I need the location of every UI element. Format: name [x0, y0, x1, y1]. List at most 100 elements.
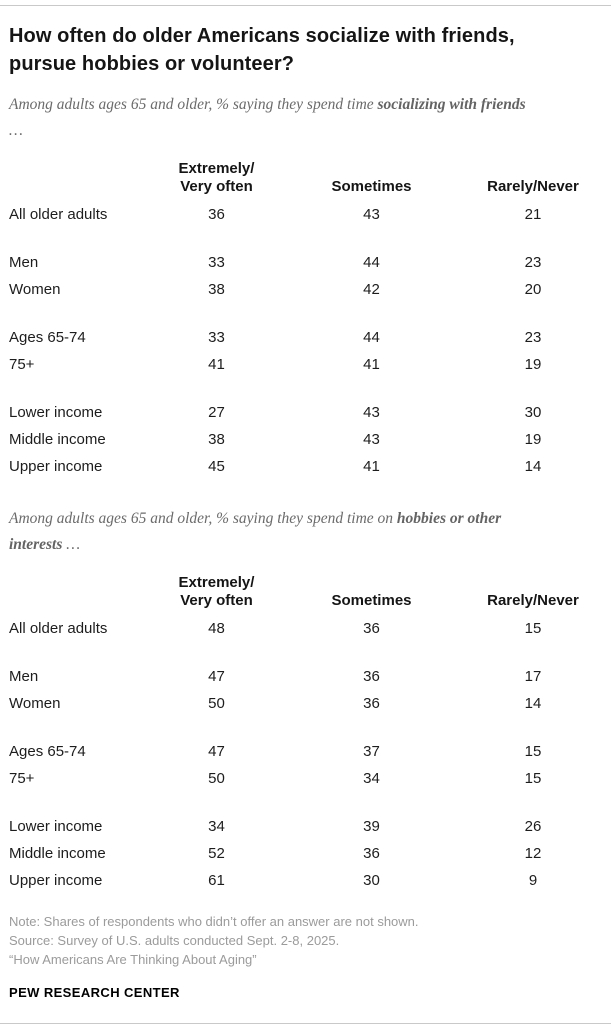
value-cell: 47 — [208, 668, 225, 685]
value-cell: 34 — [363, 770, 380, 787]
table1-header-row: Extremely/ Very often Sometimes Rarely/N… — [9, 160, 602, 196]
value-cell: 41 — [363, 458, 380, 475]
column-header-sometimes: Sometimes — [331, 178, 412, 195]
column-header-rarely-never: Rarely/Never — [487, 178, 579, 195]
row-label: Middle income — [9, 431, 106, 448]
value-cell: 41 — [208, 356, 225, 373]
value-cell: 48 — [208, 620, 225, 637]
row-label: 75+ — [9, 770, 35, 787]
value-cell: 15 — [524, 620, 542, 637]
value-cell: 44 — [363, 254, 380, 271]
report-content: How often do older Americans socialize w… — [0, 6, 611, 1000]
note-line: Note: Shares of respondents who didn’t o… — [9, 914, 419, 929]
value-cell: 30 — [524, 404, 542, 421]
row-group: All older adults 36 43 21 — [9, 201, 602, 228]
row-label: Men — [9, 254, 39, 271]
value-cell: 43 — [363, 431, 380, 448]
value-cell: 44 — [363, 329, 380, 346]
value-cell: 14 — [524, 695, 542, 712]
row-label: Women — [9, 281, 61, 298]
value-cell: 21 — [524, 206, 542, 223]
table-row: Women 50 36 14 — [9, 690, 602, 717]
row-label: Men — [9, 668, 39, 685]
subtitle-emphasis: socializing with friends — [377, 96, 526, 113]
subtitle-text: Among adults ages 65 and older, % saying… — [9, 96, 378, 113]
row-label: Middle income — [9, 845, 106, 862]
pew-report-page: How often do older Americans socialize w… — [0, 5, 611, 1024]
value-cell: 14 — [524, 458, 542, 475]
value-cell: 36 — [363, 845, 380, 862]
value-cell: 19 — [524, 356, 542, 373]
row-label: Upper income — [9, 458, 103, 475]
value-cell: 50 — [208, 695, 225, 712]
row-label: Ages 65-74 — [9, 743, 86, 760]
row-label: All older adults — [9, 206, 108, 223]
value-cell: 38 — [208, 281, 225, 298]
value-cell: 9 — [528, 872, 538, 889]
value-cell: 42 — [363, 281, 380, 298]
table-row: Men 47 36 17 — [9, 663, 602, 690]
table1-body: All older adults 36 43 21 Men 33 44 23 Women 38 42… — [9, 201, 602, 480]
value-cell: 50 — [208, 770, 225, 787]
subtitle-ellipsis: … — [62, 536, 81, 553]
row-group: All older adults 48 36 15 — [9, 615, 602, 642]
table-row: All older adults 48 36 15 — [9, 615, 602, 642]
value-cell: 52 — [208, 845, 225, 862]
column-header-rarely-never: Rarely/Never — [487, 592, 579, 609]
table-row: 75+ 41 41 19 — [9, 351, 602, 378]
value-cell: 15 — [524, 770, 542, 787]
notes-block: Note: Shares of respondents who didn’t o… — [9, 912, 602, 969]
value-cell: 33 — [208, 254, 225, 271]
source-line: Source: Survey of U.S. adults conducted … — [9, 933, 340, 948]
table-hobbies: Extremely/ Very often Sometimes Rarely/N… — [9, 574, 602, 894]
value-cell: 37 — [363, 743, 380, 760]
value-cell: 19 — [524, 431, 542, 448]
value-cell: 43 — [363, 206, 380, 223]
value-cell: 39 — [363, 818, 380, 835]
value-cell: 47 — [208, 743, 225, 760]
row-group: Men 33 44 23 Women 38 42 20 — [9, 249, 602, 303]
row-group: Lower income 27 43 30 Middle income 38 43 19 Upp… — [9, 399, 602, 480]
table-row: Ages 65-74 33 44 23 — [9, 324, 602, 351]
table-row: Ages 65-74 47 37 15 — [9, 738, 602, 765]
table-row: Middle income 38 43 19 — [9, 426, 602, 453]
top-divider — [0, 5, 611, 6]
subtitle-text: Among adults ages 65 and older, % saying… — [9, 510, 397, 527]
value-cell: 36 — [363, 695, 380, 712]
value-cell: 30 — [363, 872, 380, 889]
table-row: Men 33 44 23 — [9, 249, 602, 276]
row-group: Men 47 36 17 Women 50 36 14 — [9, 663, 602, 717]
value-cell: 26 — [524, 818, 542, 835]
value-cell: 23 — [524, 254, 542, 271]
value-cell: 12 — [524, 845, 542, 862]
value-cell: 36 — [208, 206, 225, 223]
table-row: Upper income 61 30 9 — [9, 867, 602, 894]
row-group: Ages 65-74 47 37 15 75+ 50 34 15 — [9, 738, 602, 792]
column-header-extremely-very-often: Extremely/ Very often — [178, 574, 255, 609]
pew-research-center-wordmark: PEW RESEARCH CENTER — [9, 985, 180, 1000]
subtitle-ellipsis: … — [9, 122, 23, 139]
value-cell: 43 — [363, 404, 380, 421]
table2-body: All older adults 48 36 15 Men 47 36 17 Women 50 36… — [9, 615, 602, 894]
value-cell: 15 — [524, 743, 542, 760]
table2-subtitle: Among adults ages 65 and older, % saying… — [9, 506, 531, 558]
table-row: Women 38 42 20 — [9, 276, 602, 303]
value-cell: 36 — [363, 620, 380, 637]
column-header-sometimes: Sometimes — [331, 592, 412, 609]
value-cell: 61 — [208, 872, 225, 889]
table-row: Upper income 45 41 14 — [9, 453, 602, 480]
row-label: Lower income — [9, 404, 103, 421]
value-cell: 23 — [524, 329, 542, 346]
row-label: Women — [9, 695, 61, 712]
value-cell: 38 — [208, 431, 225, 448]
table-row: All older adults 36 43 21 — [9, 201, 602, 228]
row-label: All older adults — [9, 620, 108, 637]
table1-subtitle: Among adults ages 65 and older, % saying… — [9, 92, 531, 144]
value-cell: 45 — [208, 458, 225, 475]
value-cell: 41 — [363, 356, 380, 373]
table2-header-row: Extremely/ Very often Sometimes Rarely/N… — [9, 574, 602, 610]
row-group: Lower income 34 39 26 Middle income 52 36 12 Upp… — [9, 813, 602, 894]
value-cell: 27 — [208, 404, 225, 421]
row-label: Upper income — [9, 872, 103, 889]
value-cell: 17 — [524, 668, 542, 685]
